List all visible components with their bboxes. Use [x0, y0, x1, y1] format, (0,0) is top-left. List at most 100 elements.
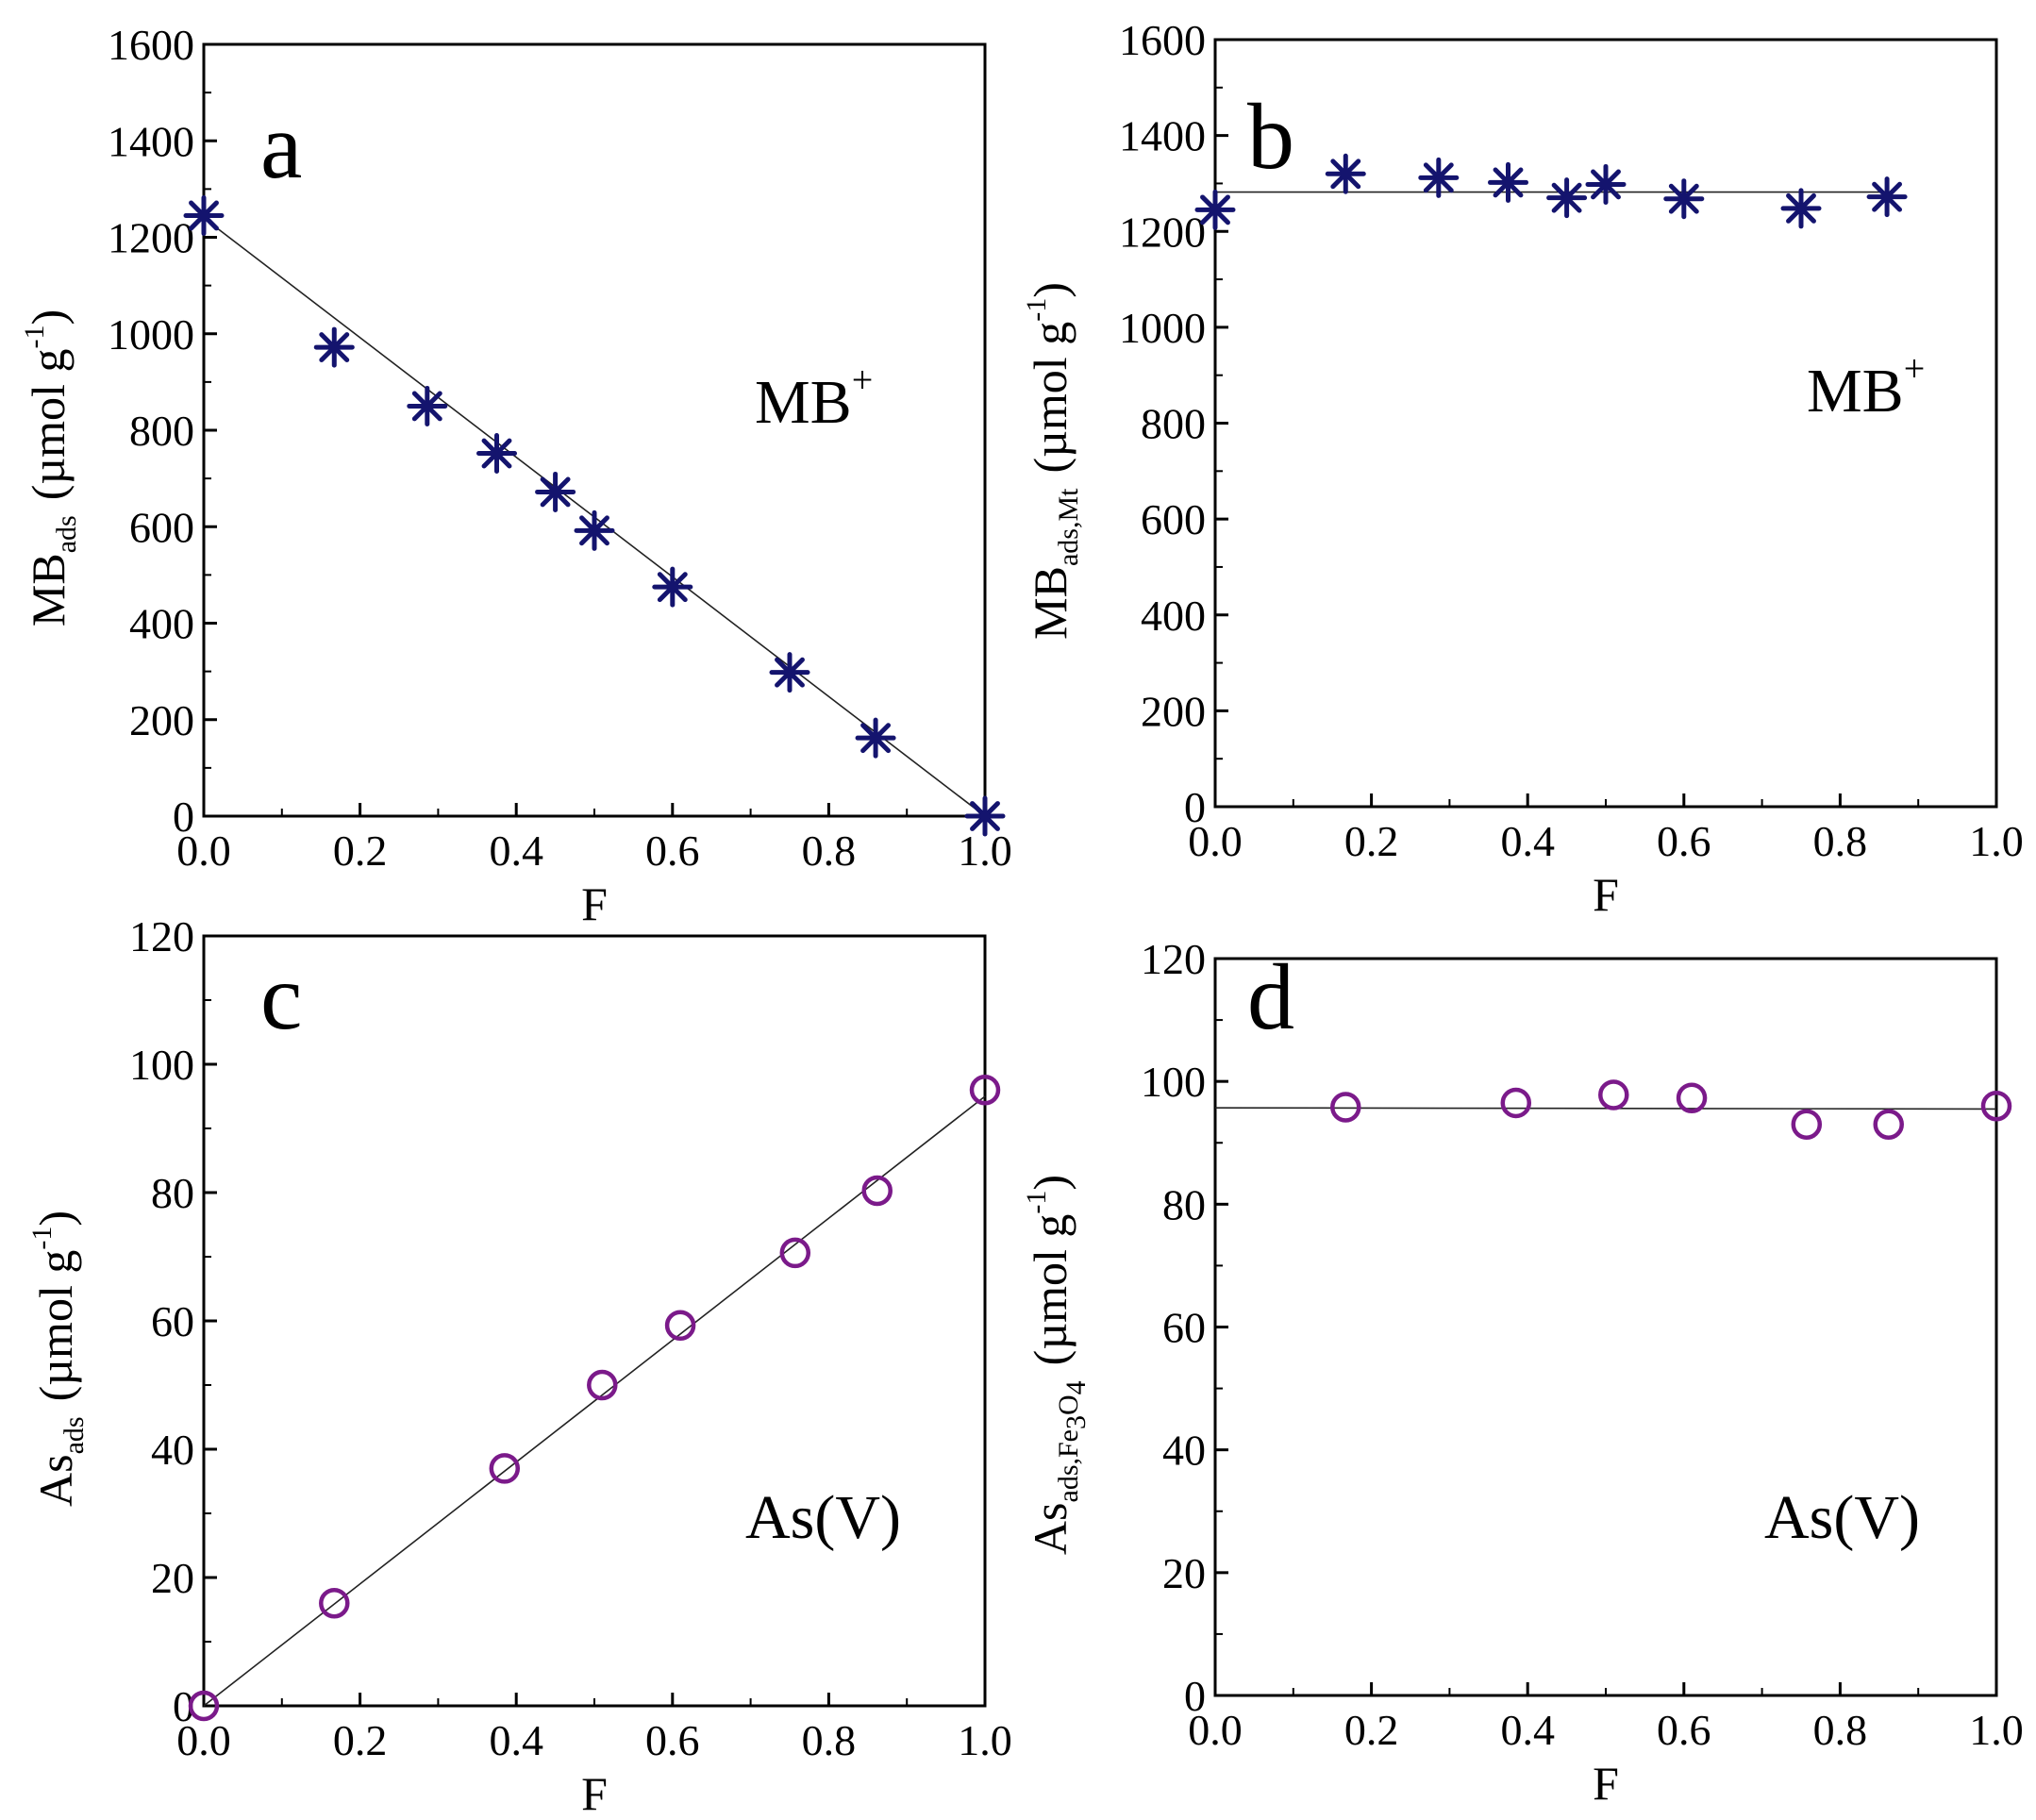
panel-b-ytick-label: 0: [1184, 783, 1206, 831]
panel-a-data-point: [855, 717, 896, 759]
panel-d-ylabel-sub-4: 4: [1060, 1380, 1092, 1394]
panel-a-ytick-label: 800: [129, 407, 194, 455]
panel-b: 0.0 0.2 0.4 0.6 0.8 1.0 0 200 400 600 800 1000 1200 1…: [1021, 16, 2024, 921]
panel-c-xtick-label: 1.0: [958, 1716, 1012, 1764]
panel-a-data-point: [769, 652, 810, 693]
panel-a-data-point-stroke: [860, 723, 892, 754]
panel-c-letter: c: [260, 944, 302, 1049]
panel-a-data-point-stroke: [481, 438, 512, 469]
panel-d-xtick-label: 0.2: [1344, 1706, 1399, 1754]
panel-b-data-point-stroke: [1423, 162, 1454, 193]
panel-c-xlabel: F: [581, 1767, 608, 1820]
panel-a-ytick-label: 1200: [108, 214, 194, 262]
panel-b-ylabel-close: ): [1024, 282, 1076, 298]
panel-d-ytick-label: 120: [1141, 935, 1206, 983]
panel-b-marks: [1194, 153, 1908, 230]
panel-c-data-point: [319, 1587, 350, 1619]
panel-c-plot-frame: [202, 934, 987, 1708]
panel-a-ytick-label: 200: [129, 696, 194, 744]
panel-d-xtick-label: 0.6: [1657, 1706, 1711, 1754]
panel-d-ylabel-sub-2: 3: [1060, 1415, 1092, 1429]
panel-c-data-point: [779, 1237, 811, 1269]
panel-b-ytick-label: 1400: [1119, 112, 1206, 160]
panel-d: 0.0 0.2 0.4 0.6 0.8 1.0 0 20 40 60 80 100 120 F Asads,…: [1021, 935, 2024, 1810]
panel-b-data-point: [1780, 188, 1822, 229]
panel-d-data-point: [1873, 1109, 1904, 1140]
panel-c-xtick-label: 0.6: [645, 1716, 700, 1764]
panel-a-data-point-stroke: [775, 657, 805, 688]
panel-b-data-point-stroke: [1330, 159, 1361, 190]
panel-c-ytick-label: 100: [129, 1041, 194, 1089]
panel-a-ytick-label: 600: [129, 503, 194, 551]
panel-c-data-point: [969, 1074, 1001, 1106]
panel-b-xtick-label: 0.4: [1500, 817, 1555, 865]
panel-d-ylabel-unit: (µmol g: [1024, 1214, 1076, 1366]
panel-d-data-point: [1500, 1087, 1532, 1119]
panel-b-ylabel-unit: (µmol g: [1024, 322, 1076, 474]
panel-b-ytick-label: 400: [1141, 592, 1206, 640]
panel-b-ylabel: MBads,Mt (µmol g-1): [1021, 282, 1084, 640]
panel-b-xtick-label: 0.2: [1344, 817, 1399, 865]
panel-b-ytick-label: 1600: [1119, 16, 1206, 64]
panel-a-data-point: [535, 471, 576, 512]
panel-c-ylabel-unit-sup: -1: [26, 1227, 58, 1250]
panel-d-data-point: [1598, 1079, 1629, 1110]
panel-c-data-point: [664, 1310, 696, 1342]
panel-d-ylabel-close: ): [1024, 1175, 1076, 1191]
panel-a-data-point-stroke: [319, 332, 350, 363]
panel-a-xtick-label: 0.2: [333, 827, 388, 875]
panel-c-xtick-label: 0.4: [489, 1716, 543, 1764]
panel-b-data-point: [1585, 163, 1627, 205]
panel-a-xtick-label: 0.6: [645, 827, 700, 875]
panel-b-ytick-label: 1200: [1119, 208, 1206, 256]
panel-c-ytick-label: 40: [151, 1426, 194, 1474]
panel-d-data-point: [1791, 1109, 1823, 1140]
panel-c-xtick-label: 0.2: [333, 1716, 388, 1764]
panel-b-ytick-label: 200: [1141, 687, 1206, 735]
panel-a-ylabel-unit: (µmol g: [22, 349, 75, 501]
panel-d-ytick-label: 20: [1162, 1549, 1206, 1597]
panel-a-data-point-stroke: [579, 515, 609, 546]
panel-a-series-label-sup: +: [852, 359, 874, 401]
panel-b-data-point-stroke: [1591, 169, 1621, 200]
panel-d-ylabel-sub-3: O: [1053, 1394, 1084, 1415]
panel-c-data-point: [489, 1453, 521, 1484]
panel-a-xtick-label: 0.0: [176, 827, 231, 875]
panel-d-marks: [1214, 1079, 2012, 1140]
panel-a-data-point: [407, 385, 448, 426]
panel-b-ylabel-unit-sup: -1: [1021, 298, 1052, 322]
panel-c: 0.0 0.2 0.4 0.6 0.8 1.0 0 20 40 60 80 100 120 F Asads (…: [26, 912, 1012, 1820]
panel-d-ylabel-main: As: [1024, 1503, 1076, 1556]
panel-a-series-label: MB+: [755, 359, 873, 437]
panel-d-xtick-label: 1.0: [1969, 1706, 2024, 1754]
panel-a-data-point-stroke: [970, 801, 1000, 831]
panel-a-data-point-stroke: [540, 476, 571, 508]
panel-b-xlabel: F: [1593, 868, 1619, 921]
panel-d-data-point: [1330, 1092, 1361, 1123]
panel-a-plot-frame: [202, 42, 987, 818]
panel-c-ylabel-unit: (µmol g: [29, 1250, 82, 1402]
panel-a-marks: [183, 194, 1006, 837]
panel-b-ytick-label: 800: [1141, 400, 1206, 448]
panel-d-ytick-label: 60: [1162, 1304, 1206, 1352]
panel-a-ylabel-sub: ads: [51, 515, 82, 553]
panel-b-data-point: [1418, 157, 1460, 198]
panel-c-data-point: [188, 1690, 220, 1722]
panel-b-series-label: MB+: [1807, 347, 1925, 426]
panel-a-ylabel-main: MB: [22, 553, 75, 626]
panel-c-ylabel-close: ): [29, 1211, 82, 1227]
panel-c-ytick-label: 120: [129, 912, 194, 960]
panel-c-xtick-label: 0.0: [176, 1716, 231, 1764]
panel-a-ylabel-unit-sup: -1: [19, 326, 50, 349]
panel-a-xlabel: F: [581, 877, 608, 930]
panel-d-series-label-main: As(V): [1764, 1483, 1920, 1552]
panel-b-data-point: [1194, 189, 1236, 230]
panel-c-ylabel-sub: ads: [58, 1416, 90, 1454]
panel-b-data-point-stroke: [1872, 181, 1903, 212]
panel-a-data-point: [574, 509, 615, 551]
panel-a-ylabel: MBads (µmol g-1): [19, 309, 82, 626]
panel-d-xtick-label: 0.0: [1188, 1706, 1243, 1754]
panel-c-data-point: [587, 1369, 618, 1401]
panel-a-data-point-stroke: [657, 572, 688, 603]
